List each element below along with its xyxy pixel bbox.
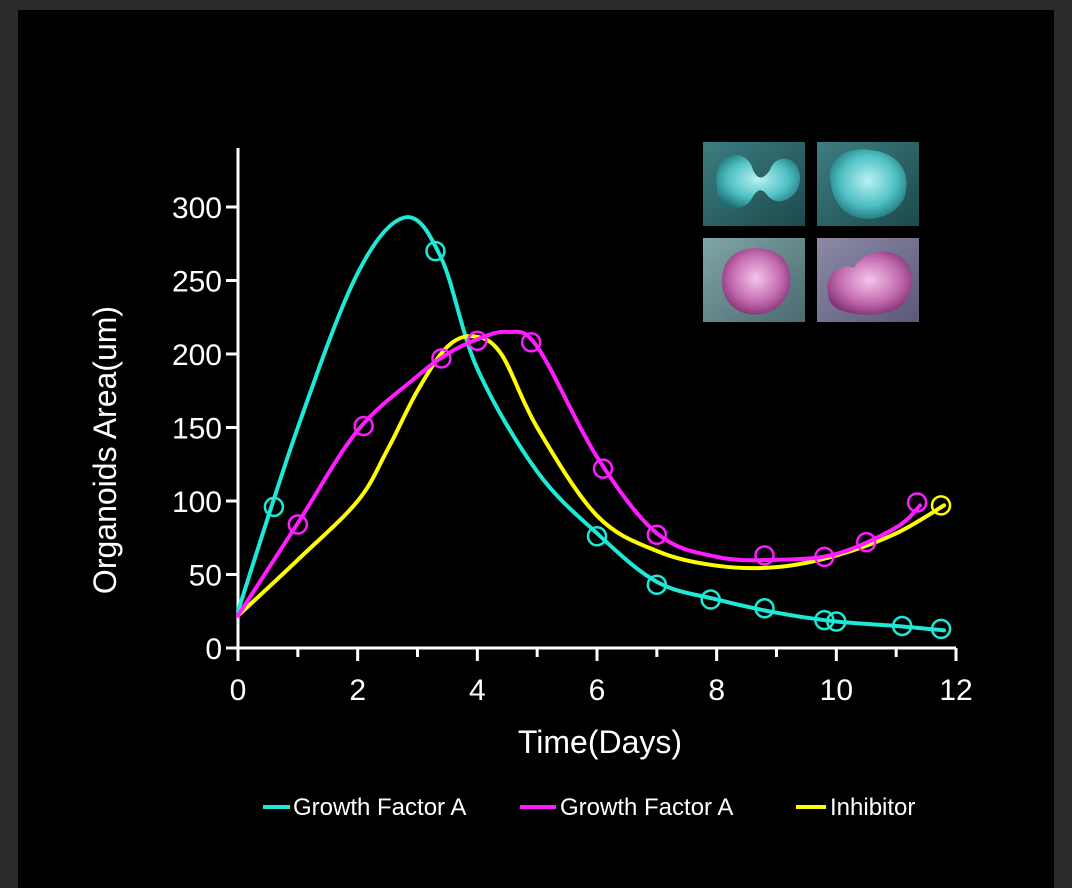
x-tick-label: 8 <box>708 674 725 707</box>
data-point <box>586 526 608 547</box>
legend-item-growth-factor-a-magenta: Growth Factor A <box>520 794 733 821</box>
axes: 0 2 4 6 8 10 12 0 50 100 150 200 250 300 <box>172 148 973 707</box>
x-tick-label: 12 <box>939 674 972 707</box>
organoid-image-pink-oval <box>703 238 805 322</box>
x-tick-label: 0 <box>230 674 247 707</box>
data-point <box>856 531 877 553</box>
data-point <box>930 495 952 516</box>
data-point <box>592 458 614 479</box>
data-point <box>891 615 913 637</box>
x-tick-label: 4 <box>469 674 486 707</box>
series-line <box>236 215 947 633</box>
data-point <box>353 415 374 437</box>
data-point <box>425 240 446 262</box>
x-tick-label: 6 <box>589 674 606 707</box>
organoid-thumbnails <box>703 142 919 322</box>
legend: Growth Factor A Growth Factor A Inhibito… <box>263 794 915 821</box>
x-tick-label: 2 <box>349 674 366 707</box>
data-point <box>520 331 542 353</box>
data-point <box>287 514 309 535</box>
organoid-image-teal-round <box>817 142 919 226</box>
data-point <box>930 618 952 640</box>
organoid-image-pink-irregular <box>817 238 919 322</box>
data-point <box>646 574 668 596</box>
x-tick-label: 10 <box>820 674 853 707</box>
y-tick-label: 100 <box>172 486 222 519</box>
data-point <box>646 524 668 546</box>
data-point <box>826 611 847 632</box>
y-tick-label: 200 <box>172 339 222 372</box>
data-point <box>754 598 775 619</box>
data-point <box>467 330 488 352</box>
data-point <box>906 492 928 513</box>
series-line <box>236 329 923 618</box>
y-tick-label: 250 <box>172 266 222 299</box>
legend-label: Growth Factor A <box>293 794 466 821</box>
series-2 <box>236 334 952 618</box>
data-point <box>700 589 721 610</box>
data-point <box>263 496 285 518</box>
legend-item-growth-factor-a-teal: Growth Factor A <box>263 794 466 821</box>
x-axis-label: Time(Days) <box>518 724 682 760</box>
chart-frame: 0 2 4 6 8 10 12 0 50 100 150 200 250 300 Time(Days) … <box>18 10 1054 888</box>
legend-label: Growth Factor A <box>560 794 733 821</box>
y-tick-label: 300 <box>172 192 222 225</box>
y-tick-label: 0 <box>205 633 222 666</box>
legend-item-inhibitor: Inhibitor <box>796 794 915 821</box>
y-axis-label: Organoids Area(um) <box>87 306 123 594</box>
series-1 <box>236 329 928 618</box>
data-point <box>814 609 835 631</box>
data-point <box>754 545 775 566</box>
legend-label: Inhibitor <box>830 794 915 821</box>
series-layer <box>236 215 952 640</box>
y-tick-label: 50 <box>189 560 222 593</box>
organoid-image-teal-dumbbell <box>703 142 805 226</box>
data-point <box>431 348 452 369</box>
series-0 <box>236 215 952 640</box>
data-point <box>814 546 835 568</box>
series-line <box>236 334 947 618</box>
y-tick-label: 150 <box>172 413 222 446</box>
